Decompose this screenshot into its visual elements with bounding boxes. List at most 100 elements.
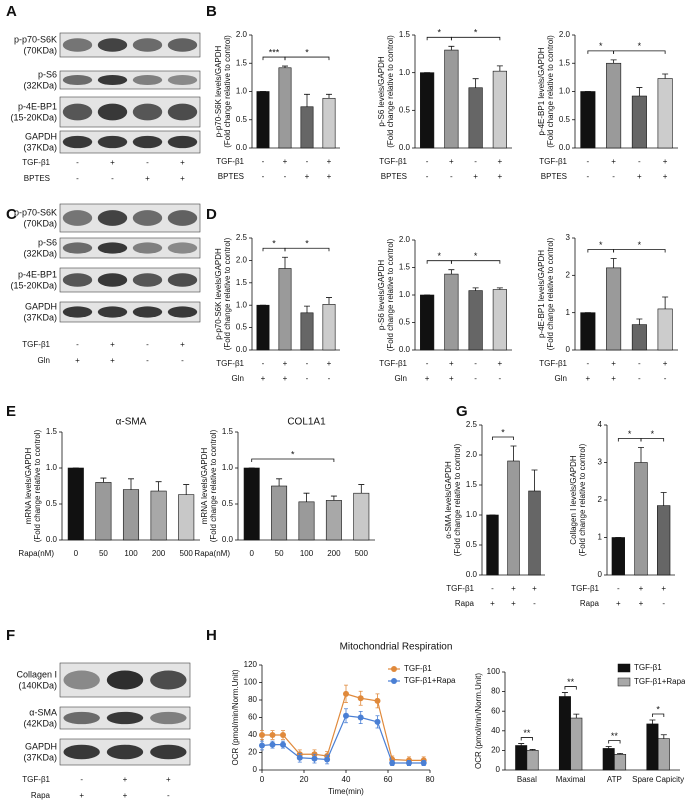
panel-label: D (206, 206, 217, 223)
blot-band (167, 242, 198, 254)
blot-label: p-4E-BP1 (18, 269, 57, 279)
bar (468, 87, 483, 149)
point (374, 718, 381, 725)
condition-value: + (283, 359, 288, 368)
condition-value: + (283, 374, 288, 383)
error-bar (510, 445, 517, 461)
legend-marker (391, 666, 397, 672)
sig-label: * (305, 239, 309, 249)
y-tick-label: 0 (598, 570, 603, 579)
condition-value: + (639, 584, 644, 593)
y-axis-label: (Fold change relative to control) (578, 443, 587, 556)
condition-value: - (262, 172, 265, 181)
blot-label: GAPDH (25, 131, 57, 141)
point (280, 732, 286, 738)
error-bar (472, 287, 479, 291)
condition-value: + (511, 599, 516, 608)
condition-name: Rapa(nM) (194, 549, 230, 558)
bar (300, 312, 314, 351)
legend-label: TGF-β1+Rapa (404, 676, 456, 685)
bar (614, 754, 627, 771)
condition-name: TGF-β1 (539, 157, 567, 166)
blot-band (63, 711, 100, 725)
panel-label: E (6, 403, 16, 420)
y-tick-label: 0 (566, 345, 571, 354)
condition-value: - (111, 174, 114, 183)
condition-value: - (146, 356, 149, 365)
error-bar (128, 478, 134, 490)
blot-band (132, 103, 163, 121)
bar (634, 462, 648, 576)
condition-value: + (75, 356, 80, 365)
y-tick-label: 20 (491, 746, 500, 755)
point (269, 741, 276, 748)
point (406, 760, 412, 766)
y-tick-label: 0.5 (236, 323, 248, 332)
y-tick-label: 0.5 (399, 105, 411, 114)
condition-value: 500 (355, 549, 369, 558)
bar (150, 490, 167, 541)
bar (657, 78, 673, 149)
y-tick-label: 60 (491, 706, 500, 715)
y-axis-label: p-p70-S6K levels/GAPDH (214, 248, 223, 340)
condition-value: - (617, 584, 620, 593)
blot-label: p-S6 (38, 237, 57, 247)
error-bar (636, 87, 643, 97)
bar (95, 482, 112, 541)
y-tick-label: 20 (248, 748, 257, 757)
condition-value: + (110, 158, 115, 167)
blot-band (97, 210, 128, 226)
bar (178, 494, 195, 541)
blot-band (97, 74, 128, 86)
y-tick-label: 0.0 (46, 535, 58, 544)
point (343, 712, 349, 719)
condition-name: BPTES (541, 172, 567, 181)
condition-value: - (638, 359, 641, 368)
condition-value: - (426, 157, 429, 166)
y-tick-label: 1.5 (399, 263, 411, 272)
condition-name: Rapa (31, 791, 51, 800)
condition-value: + (586, 374, 591, 383)
blot-band (106, 670, 144, 690)
y-tick-label: 1.5 (399, 30, 411, 39)
y-tick-label: 0 (496, 765, 501, 774)
bar (526, 750, 539, 771)
condition-name: TGF-β1 (22, 158, 50, 167)
y-tick-label: 0.5 (46, 499, 58, 508)
bar (657, 308, 673, 351)
error-bar (496, 65, 503, 72)
condition-value: - (499, 374, 502, 383)
y-tick-label: 3 (598, 458, 603, 467)
blot-label: p-p70-S6K (14, 207, 57, 217)
condition-value: - (76, 174, 79, 183)
blot-band (106, 711, 144, 725)
sig-bracket (564, 686, 577, 690)
error-bar (638, 447, 644, 463)
condition-value: + (123, 791, 128, 800)
sig-label: ** (523, 728, 531, 738)
y-axis-label: (Fold change relative to control) (209, 429, 218, 542)
blot-strip (59, 70, 201, 90)
y-axis-label: (Fold change relative to control) (546, 35, 555, 148)
condition-value: - (167, 791, 170, 800)
blot-size: (15-20KDa) (10, 112, 57, 122)
condition-value: + (166, 775, 171, 784)
sig-label: * (291, 449, 295, 459)
sig-bracket (492, 436, 514, 440)
error-bar (303, 492, 310, 502)
bar (271, 485, 288, 541)
condition-name: TGF-β1 (22, 340, 50, 349)
condition-value: - (662, 599, 665, 608)
blot-band (167, 306, 198, 318)
condition-value: + (637, 172, 642, 181)
condition-name: TGF-β1 (216, 157, 244, 166)
y-axis-label: OCR (pmol/min/Norm.Unit) (231, 669, 240, 765)
condition-value: + (532, 584, 537, 593)
bar (486, 514, 499, 576)
condition-value: + (283, 157, 288, 166)
condition-value: - (491, 584, 494, 593)
condition-value: + (611, 359, 616, 368)
condition-value: + (180, 174, 185, 183)
error-bar (605, 746, 612, 749)
condition-value: - (533, 599, 536, 608)
